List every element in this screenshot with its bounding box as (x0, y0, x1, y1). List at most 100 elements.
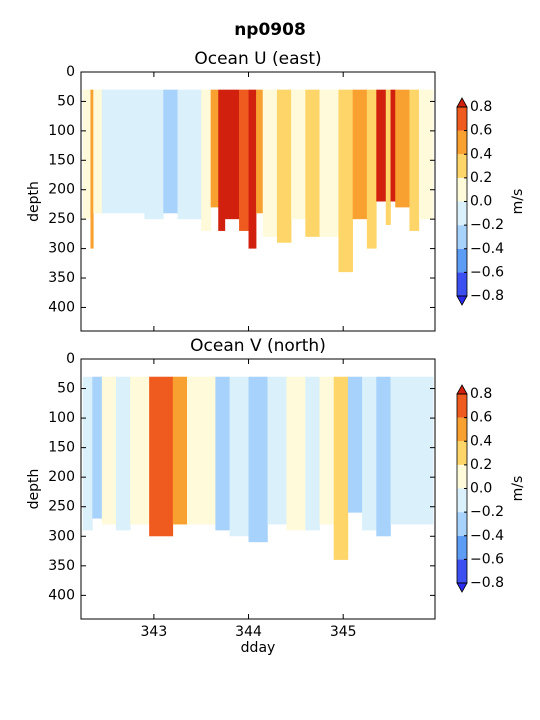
contour-cell (90, 89, 94, 249)
colorbar-tick-label: −0.8 (470, 288, 504, 304)
y-axis-label: depth (26, 469, 42, 510)
y-tick-label: 150 (48, 440, 75, 456)
colorbar-bin (457, 512, 467, 536)
contour-cell (319, 89, 339, 237)
colorbar-bin (457, 535, 467, 560)
contour-cell (385, 89, 391, 226)
colorbar-tick-label: 0.0 (470, 481, 492, 497)
contour-cell (305, 376, 320, 531)
contour-cell (376, 89, 387, 202)
contour-cell (319, 376, 335, 525)
y-tick-label: 350 (48, 558, 75, 574)
colorbar-tick-label: 0.2 (470, 457, 492, 473)
contour-cell (82, 89, 91, 220)
contour-cell (163, 89, 178, 214)
y-tick-label: 350 (48, 270, 75, 286)
contour-cell (149, 376, 174, 537)
y-tick-label: 100 (48, 123, 75, 139)
y-tick-label: 0 (66, 351, 75, 367)
colorbar-label: m/s (510, 476, 526, 502)
y-tick-label: 200 (48, 469, 75, 485)
contour-cell (276, 89, 292, 243)
y-tick-label: 400 (48, 587, 75, 603)
contour-cell (333, 376, 349, 560)
colorbar-tick-label: 0.8 (470, 386, 492, 402)
contour-cell (286, 376, 306, 531)
contour-cell (404, 376, 434, 525)
colorbar-bin (457, 130, 467, 155)
plot-frame (80, 71, 436, 332)
colorbar-tick-label: −0.2 (470, 504, 504, 520)
colorbar-bin (457, 225, 467, 249)
y-tick-label: 0 (66, 64, 75, 80)
contour-cell (390, 89, 396, 202)
panel-title: Ocean V (north) (190, 336, 326, 356)
colorbar-tick-label: 0.0 (470, 194, 492, 210)
y-tick-label: 300 (48, 528, 75, 544)
colorbar-bin (457, 417, 467, 442)
colorbar-bin (457, 177, 467, 202)
contour-cell (210, 89, 219, 208)
colorbar-bin (457, 201, 467, 226)
contour-cell (409, 89, 420, 231)
contour-cell (390, 376, 406, 525)
contour-cell (172, 376, 188, 525)
colorbar-bin (457, 154, 467, 178)
contour-cell (418, 89, 434, 220)
contour-cell (215, 376, 230, 531)
plot-frame (80, 358, 436, 620)
contour-cell (262, 89, 278, 237)
contour-cell (338, 89, 353, 273)
colorbar-tick-label: 0.4 (470, 146, 492, 162)
x-tick-label: 344 (235, 624, 262, 640)
colorbar-tick-label: 0.4 (470, 433, 492, 449)
contour-cell (352, 89, 368, 220)
colorbar-tick-label: 0.6 (470, 410, 492, 426)
colorbar-tick-label: −0.8 (470, 575, 504, 591)
contour-cell (101, 376, 117, 525)
contour-cell (248, 376, 268, 543)
colorbar-bin (457, 272, 467, 296)
contour-cell (376, 376, 391, 537)
contour-cell (116, 376, 131, 531)
contour-cell (366, 89, 377, 249)
y-tick-label: 250 (48, 211, 75, 227)
x-tick-label: 343 (141, 624, 168, 640)
contour-cell (229, 376, 249, 537)
contour-cell (187, 376, 216, 525)
x-tick-label: 345 (330, 624, 357, 640)
colorbar-bin (457, 394, 467, 418)
y-tick-label: 200 (48, 182, 75, 198)
contour-cell (362, 376, 377, 531)
colorbar-bin (457, 441, 467, 465)
x-axis-label: dday (241, 640, 276, 656)
colorbar-tick-label: −0.6 (470, 264, 504, 280)
contour-cell (101, 89, 145, 214)
colorbar-bin (457, 107, 467, 131)
figure-title: np0908 (234, 20, 306, 40)
contour-cell (92, 376, 103, 519)
contour-cell (267, 376, 287, 525)
colorbar-tick-label: −0.4 (470, 241, 504, 257)
contour-cell (82, 376, 93, 531)
contour-cell (144, 89, 164, 220)
contour-cell (130, 376, 150, 525)
y-tick-label: 50 (57, 381, 75, 397)
contour-cell (201, 89, 211, 231)
colorbar-tick-label: 0.8 (470, 99, 492, 115)
colorbar-label: m/s (510, 189, 526, 215)
colorbar-tick-label: 0.2 (470, 170, 492, 186)
colorbar-tick-label: −0.2 (470, 217, 504, 233)
contour-cell (218, 89, 226, 231)
y-tick-label: 300 (48, 241, 75, 257)
colorbar-tick-label: −0.4 (470, 528, 504, 544)
colorbar-bin (457, 488, 467, 513)
colorbar-bin (457, 248, 467, 273)
contour-cell (239, 89, 249, 231)
contour-cell (248, 89, 257, 249)
colorbar-bin (457, 559, 467, 583)
colorbar-tick-label: −0.6 (470, 551, 504, 567)
contour-cell (256, 89, 264, 214)
contour-cell (291, 89, 306, 220)
